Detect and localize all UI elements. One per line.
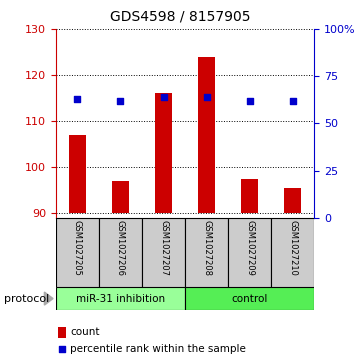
Point bbox=[290, 98, 295, 104]
Text: GSM1027205: GSM1027205 bbox=[73, 220, 82, 276]
Bar bbox=[155, 94, 172, 213]
Text: control: control bbox=[231, 294, 268, 303]
Bar bbox=[284, 188, 301, 213]
Point bbox=[118, 98, 123, 104]
Bar bbox=[112, 181, 129, 213]
Bar bbox=[241, 179, 258, 213]
Text: percentile rank within the sample: percentile rank within the sample bbox=[70, 344, 246, 354]
Bar bbox=[99, 218, 142, 287]
Bar bbox=[185, 287, 314, 310]
Bar bbox=[56, 218, 99, 287]
Text: GSM1027206: GSM1027206 bbox=[116, 220, 125, 276]
Bar bbox=[185, 218, 228, 287]
Text: GSM1027207: GSM1027207 bbox=[159, 220, 168, 276]
Point bbox=[204, 94, 209, 100]
Bar bbox=[56, 287, 185, 310]
Text: GSM1027208: GSM1027208 bbox=[202, 220, 211, 276]
Bar bbox=[228, 218, 271, 287]
Text: protocol: protocol bbox=[4, 294, 49, 303]
Text: GSM1027209: GSM1027209 bbox=[245, 220, 254, 276]
Polygon shape bbox=[44, 292, 53, 305]
Bar bbox=[271, 218, 314, 287]
Text: count: count bbox=[70, 327, 100, 337]
Point bbox=[75, 96, 81, 102]
Bar bbox=[69, 135, 86, 213]
Text: GDS4598 / 8157905: GDS4598 / 8157905 bbox=[110, 9, 251, 23]
Point bbox=[161, 94, 166, 100]
Bar bbox=[198, 57, 215, 213]
Point bbox=[247, 98, 252, 104]
Text: miR-31 inhibition: miR-31 inhibition bbox=[76, 294, 165, 303]
Text: GSM1027210: GSM1027210 bbox=[288, 220, 297, 276]
Bar bbox=[142, 218, 185, 287]
